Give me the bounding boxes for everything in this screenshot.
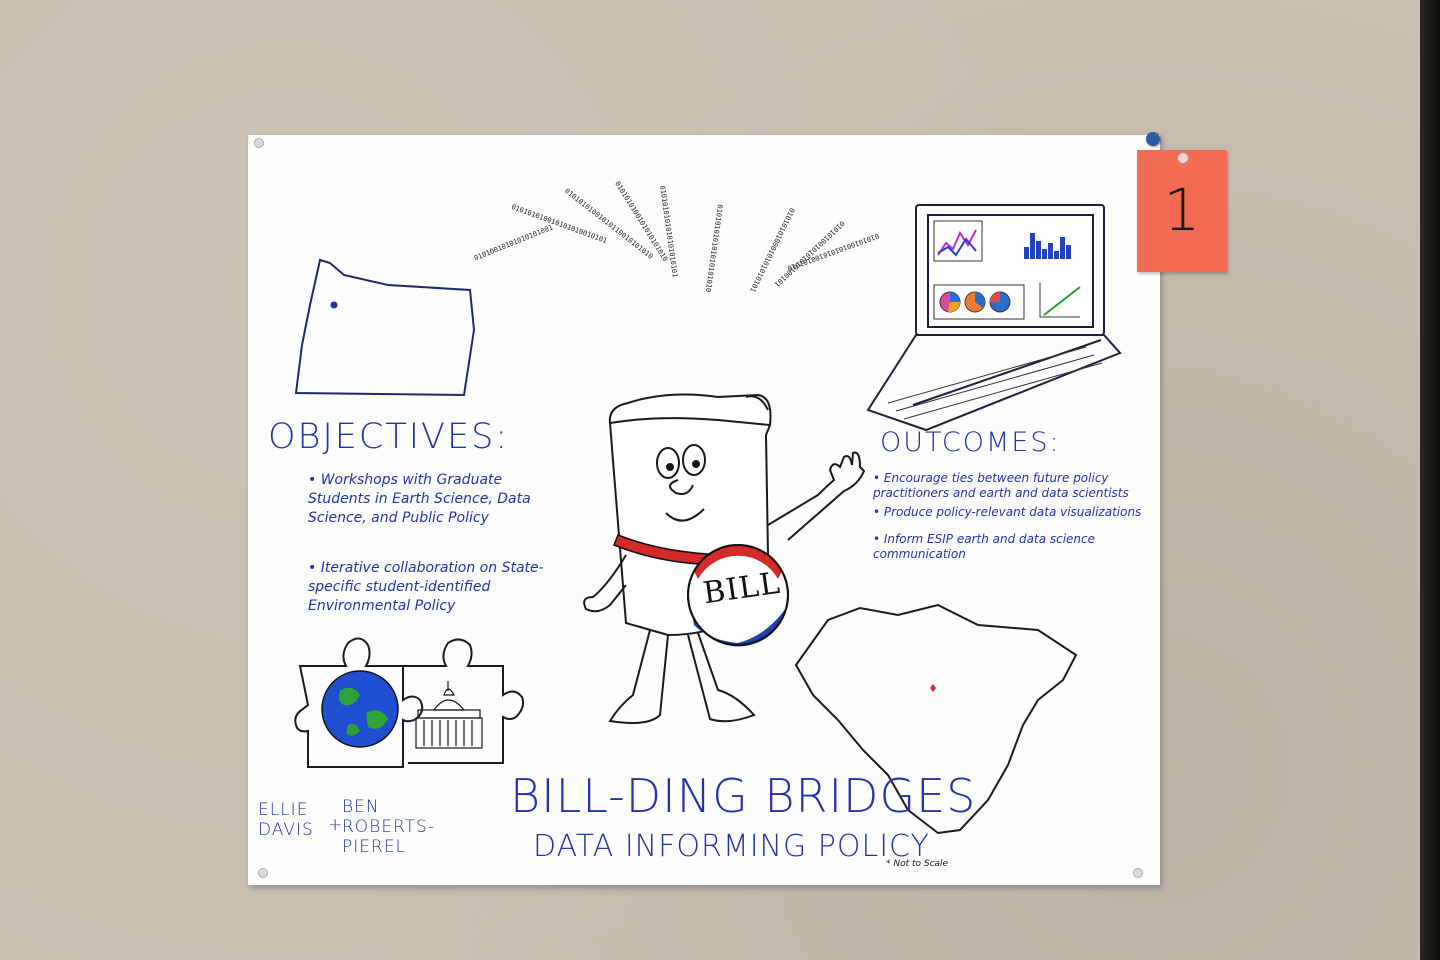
earth-globe xyxy=(321,670,399,748)
laptop-pie-charts-icon xyxy=(933,284,1025,320)
poster-tack-bottom-left xyxy=(258,868,268,878)
poster-subtitle: DATA INFORMING POLICY xyxy=(533,829,930,864)
not-to-scale-note: * Not to Scale xyxy=(886,859,949,869)
poster-tack-bottom-right xyxy=(1133,868,1143,878)
number-sticky-note: 1 xyxy=(1137,150,1227,272)
outcomes-heading: OUTCOMES: xyxy=(880,427,1061,458)
poster-tack-top-left xyxy=(254,138,264,148)
laptop-scatter-chart-icon xyxy=(1039,283,1081,318)
objectives-item-2: • Iterative collaboration on State-speci… xyxy=(308,560,544,614)
author-joiner: + xyxy=(328,815,344,835)
blue-pushpin xyxy=(1146,132,1160,146)
bill-badge xyxy=(687,544,789,647)
objectives-heading: OBJECTIVES: xyxy=(268,417,510,457)
objectives-item-1: • Workshops with Graduate Students in Ea… xyxy=(308,472,531,526)
laptop-bar-chart-icon xyxy=(1024,233,1071,259)
poster-drawings xyxy=(294,204,1122,835)
outcomes-item-3: • Inform ESIP earth and data science com… xyxy=(873,532,1096,561)
author-1: ELLIE DAVIS xyxy=(258,800,314,840)
sticky-pin xyxy=(1177,152,1189,164)
sticky-number: 1 xyxy=(1163,176,1201,244)
laptop-line-chart-icon xyxy=(933,220,983,262)
outcomes-item-1: • Encourage ties between future policy p… xyxy=(873,471,1129,500)
poster-title: BILL-DING BRIDGES xyxy=(510,769,977,823)
outcomes-item-2: • Produce policy-relevant data visualiza… xyxy=(873,505,1142,519)
oregon-map xyxy=(294,258,476,397)
south-carolina-marker xyxy=(930,684,936,692)
poster-sheet: 01010010101010101001 0101010100101010100… xyxy=(248,135,1160,885)
capitol-building xyxy=(415,681,483,749)
laptop-keyboard xyxy=(887,346,1103,420)
author-2: BEN ROBERTS-PIEREL xyxy=(342,797,435,857)
oregon-marker xyxy=(330,301,338,309)
puzzle-pieces xyxy=(294,637,525,768)
wall-frame-edge xyxy=(1420,0,1440,960)
south-carolina-map xyxy=(794,603,1078,835)
